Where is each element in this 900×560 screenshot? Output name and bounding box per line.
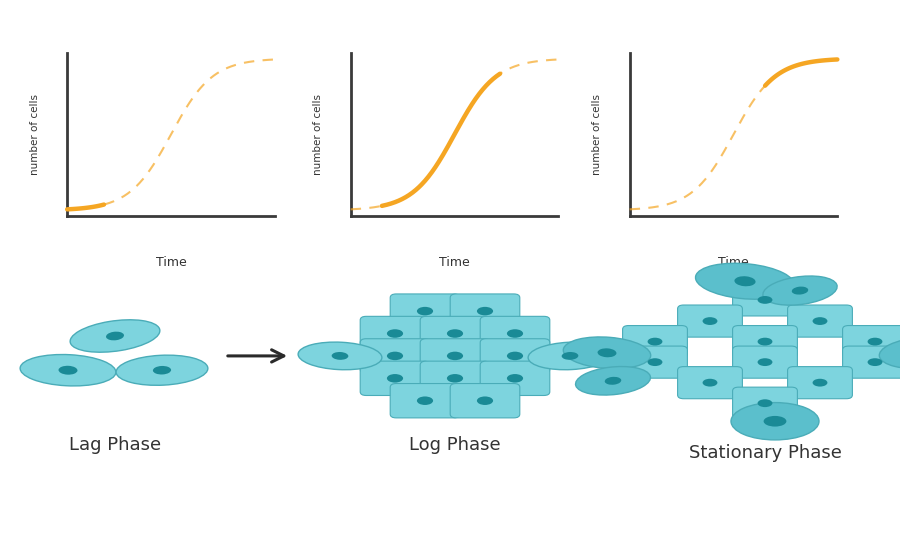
FancyBboxPatch shape bbox=[842, 325, 900, 358]
Ellipse shape bbox=[763, 416, 787, 427]
Ellipse shape bbox=[116, 355, 208, 385]
Ellipse shape bbox=[648, 358, 662, 366]
Ellipse shape bbox=[447, 374, 464, 382]
Ellipse shape bbox=[507, 329, 523, 338]
Ellipse shape bbox=[332, 352, 348, 360]
Ellipse shape bbox=[758, 338, 772, 346]
FancyBboxPatch shape bbox=[733, 346, 797, 378]
FancyBboxPatch shape bbox=[360, 316, 430, 351]
Ellipse shape bbox=[417, 307, 433, 315]
FancyBboxPatch shape bbox=[678, 305, 742, 337]
Ellipse shape bbox=[106, 332, 124, 340]
FancyBboxPatch shape bbox=[420, 339, 490, 373]
FancyBboxPatch shape bbox=[788, 367, 852, 399]
FancyBboxPatch shape bbox=[733, 284, 797, 316]
FancyBboxPatch shape bbox=[360, 361, 430, 395]
Text: Stationary Phase: Stationary Phase bbox=[688, 444, 842, 462]
Ellipse shape bbox=[758, 399, 772, 407]
Ellipse shape bbox=[387, 352, 403, 360]
Ellipse shape bbox=[703, 317, 717, 325]
FancyBboxPatch shape bbox=[481, 361, 550, 395]
Ellipse shape bbox=[562, 352, 579, 360]
Ellipse shape bbox=[868, 358, 882, 366]
Ellipse shape bbox=[598, 348, 616, 357]
Text: Time: Time bbox=[718, 256, 749, 269]
Text: number of cells: number of cells bbox=[592, 94, 602, 175]
Ellipse shape bbox=[703, 379, 717, 386]
Ellipse shape bbox=[58, 366, 77, 375]
Ellipse shape bbox=[813, 379, 827, 386]
FancyBboxPatch shape bbox=[450, 384, 520, 418]
Ellipse shape bbox=[731, 403, 819, 440]
Ellipse shape bbox=[477, 396, 493, 405]
Ellipse shape bbox=[153, 366, 171, 375]
FancyBboxPatch shape bbox=[420, 316, 490, 351]
FancyBboxPatch shape bbox=[842, 346, 900, 378]
Ellipse shape bbox=[868, 338, 882, 346]
Ellipse shape bbox=[792, 287, 808, 295]
Text: Lag Phase: Lag Phase bbox=[69, 436, 161, 454]
Ellipse shape bbox=[734, 276, 756, 286]
Text: Time: Time bbox=[156, 256, 186, 269]
FancyBboxPatch shape bbox=[481, 339, 550, 373]
FancyBboxPatch shape bbox=[391, 294, 460, 328]
Ellipse shape bbox=[20, 354, 116, 386]
Ellipse shape bbox=[575, 367, 651, 395]
Text: number of cells: number of cells bbox=[30, 94, 40, 175]
Ellipse shape bbox=[298, 342, 382, 370]
Ellipse shape bbox=[605, 377, 621, 385]
Ellipse shape bbox=[387, 374, 403, 382]
Ellipse shape bbox=[758, 358, 772, 366]
Ellipse shape bbox=[763, 276, 837, 305]
Ellipse shape bbox=[387, 329, 403, 338]
FancyBboxPatch shape bbox=[481, 316, 550, 351]
Text: Log Phase: Log Phase bbox=[410, 436, 500, 454]
Ellipse shape bbox=[507, 352, 523, 360]
Ellipse shape bbox=[528, 342, 612, 370]
FancyBboxPatch shape bbox=[450, 294, 520, 328]
FancyBboxPatch shape bbox=[623, 325, 688, 358]
FancyBboxPatch shape bbox=[420, 361, 490, 395]
Ellipse shape bbox=[758, 296, 772, 304]
Ellipse shape bbox=[447, 352, 464, 360]
Ellipse shape bbox=[648, 338, 662, 346]
FancyBboxPatch shape bbox=[623, 346, 688, 378]
FancyBboxPatch shape bbox=[360, 339, 430, 373]
Ellipse shape bbox=[813, 317, 827, 325]
FancyBboxPatch shape bbox=[678, 367, 742, 399]
Ellipse shape bbox=[70, 320, 160, 352]
FancyBboxPatch shape bbox=[391, 384, 460, 418]
FancyBboxPatch shape bbox=[733, 325, 797, 358]
Text: number of cells: number of cells bbox=[313, 94, 323, 175]
FancyBboxPatch shape bbox=[788, 305, 852, 337]
Ellipse shape bbox=[507, 374, 523, 382]
FancyBboxPatch shape bbox=[733, 387, 797, 419]
Text: Time: Time bbox=[439, 256, 470, 269]
Ellipse shape bbox=[477, 307, 493, 315]
Ellipse shape bbox=[447, 329, 464, 338]
Ellipse shape bbox=[417, 396, 433, 405]
Ellipse shape bbox=[563, 337, 651, 368]
Ellipse shape bbox=[879, 337, 900, 368]
Ellipse shape bbox=[696, 263, 795, 299]
